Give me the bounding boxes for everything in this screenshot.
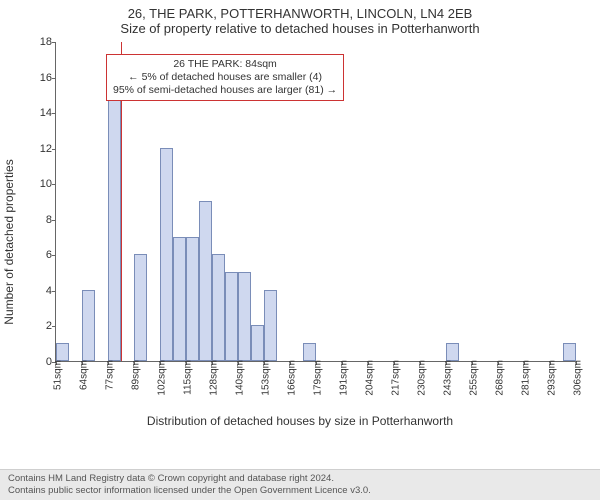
x-tick-label: 191sqm xyxy=(339,360,350,396)
attribution-line-2: Contains public sector information licen… xyxy=(8,485,592,497)
histogram-bar xyxy=(108,77,121,361)
x-tick-label: 140sqm xyxy=(235,360,246,396)
x-tick-label: 204sqm xyxy=(365,360,376,396)
y-tick-label: 6 xyxy=(24,249,52,261)
x-tick-label: 268sqm xyxy=(495,360,506,396)
x-axis-label: Distribution of detached houses by size … xyxy=(0,414,600,428)
y-tick-label: 8 xyxy=(24,214,52,226)
y-tick-mark xyxy=(52,255,56,256)
callout-line: 95% of semi-detached houses are larger (… xyxy=(113,84,337,97)
x-tick-label: 243sqm xyxy=(443,360,454,396)
attribution-footer: Contains HM Land Registry data © Crown c… xyxy=(0,469,600,500)
chart-subtitle: Size of property relative to detached ho… xyxy=(0,21,600,36)
x-tick-label: 217sqm xyxy=(391,360,402,396)
y-tick-mark xyxy=(52,291,56,292)
attribution-line-1: Contains HM Land Registry data © Crown c… xyxy=(8,473,592,485)
x-tick-label: 166sqm xyxy=(287,360,298,396)
y-tick-mark xyxy=(52,326,56,327)
histogram-bar xyxy=(264,290,277,361)
histogram-bar xyxy=(446,343,459,361)
y-tick-mark xyxy=(52,220,56,221)
histogram-bar xyxy=(186,237,199,361)
chart-title: 26, THE PARK, POTTERHANWORTH, LINCOLN, L… xyxy=(0,6,600,21)
callout-line: 26 THE PARK: 84sqm xyxy=(113,58,337,71)
x-tick-label: 115sqm xyxy=(183,360,194,395)
x-tick-label: 128sqm xyxy=(209,360,220,396)
x-tick-label: 64sqm xyxy=(79,360,90,390)
x-tick-label: 230sqm xyxy=(417,360,428,396)
callout-line: ← 5% of detached houses are smaller (4) xyxy=(113,71,337,84)
y-tick-label: 2 xyxy=(24,320,52,332)
x-tick-label: 153sqm xyxy=(261,360,272,396)
histogram-bar xyxy=(199,201,212,361)
y-tick-mark xyxy=(52,149,56,150)
histogram-bar xyxy=(56,343,69,361)
y-tick-mark xyxy=(52,78,56,79)
x-tick-label: 281sqm xyxy=(521,360,532,396)
x-tick-label: 306sqm xyxy=(573,360,584,396)
y-tick-mark xyxy=(52,184,56,185)
histogram-bar xyxy=(173,237,186,361)
x-tick-label: 77sqm xyxy=(105,360,116,390)
x-tick-label: 293sqm xyxy=(547,360,558,396)
y-tick-label: 16 xyxy=(24,72,52,84)
chart-title-block: 26, THE PARK, POTTERHANWORTH, LINCOLN, L… xyxy=(0,0,600,38)
chart-area: Number of detached properties 0246810121… xyxy=(0,42,600,442)
y-tick-label: 4 xyxy=(24,285,52,297)
histogram-bar xyxy=(303,343,316,361)
histogram-bar xyxy=(212,254,225,361)
y-tick-label: 18 xyxy=(24,36,52,48)
marker-callout: 26 THE PARK: 84sqm← 5% of detached house… xyxy=(106,54,344,101)
x-tick-label: 51sqm xyxy=(53,360,64,390)
histogram-bar xyxy=(238,272,251,361)
y-tick-label: 14 xyxy=(24,107,52,119)
histogram-bar xyxy=(225,272,238,361)
x-tick-label: 179sqm xyxy=(313,360,324,396)
histogram-bar xyxy=(251,325,264,361)
y-tick-label: 10 xyxy=(24,178,52,190)
histogram-bar xyxy=(160,148,173,361)
plot-region: 02468101214161851sqm64sqm77sqm89sqm102sq… xyxy=(55,42,575,362)
x-tick-label: 102sqm xyxy=(157,360,168,396)
histogram-bar xyxy=(134,254,147,361)
y-tick-label: 12 xyxy=(24,143,52,155)
histogram-bar xyxy=(563,343,576,361)
histogram-bar xyxy=(82,290,95,361)
y-axis-label: Number of detached properties xyxy=(2,159,16,324)
y-tick-mark xyxy=(52,42,56,43)
y-tick-mark xyxy=(52,113,56,114)
x-tick-label: 89sqm xyxy=(131,360,142,390)
y-tick-label: 0 xyxy=(24,356,52,368)
x-tick-label: 255sqm xyxy=(469,360,480,396)
